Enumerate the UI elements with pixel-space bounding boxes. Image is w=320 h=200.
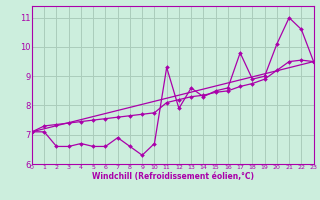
X-axis label: Windchill (Refroidissement éolien,°C): Windchill (Refroidissement éolien,°C)	[92, 172, 254, 181]
